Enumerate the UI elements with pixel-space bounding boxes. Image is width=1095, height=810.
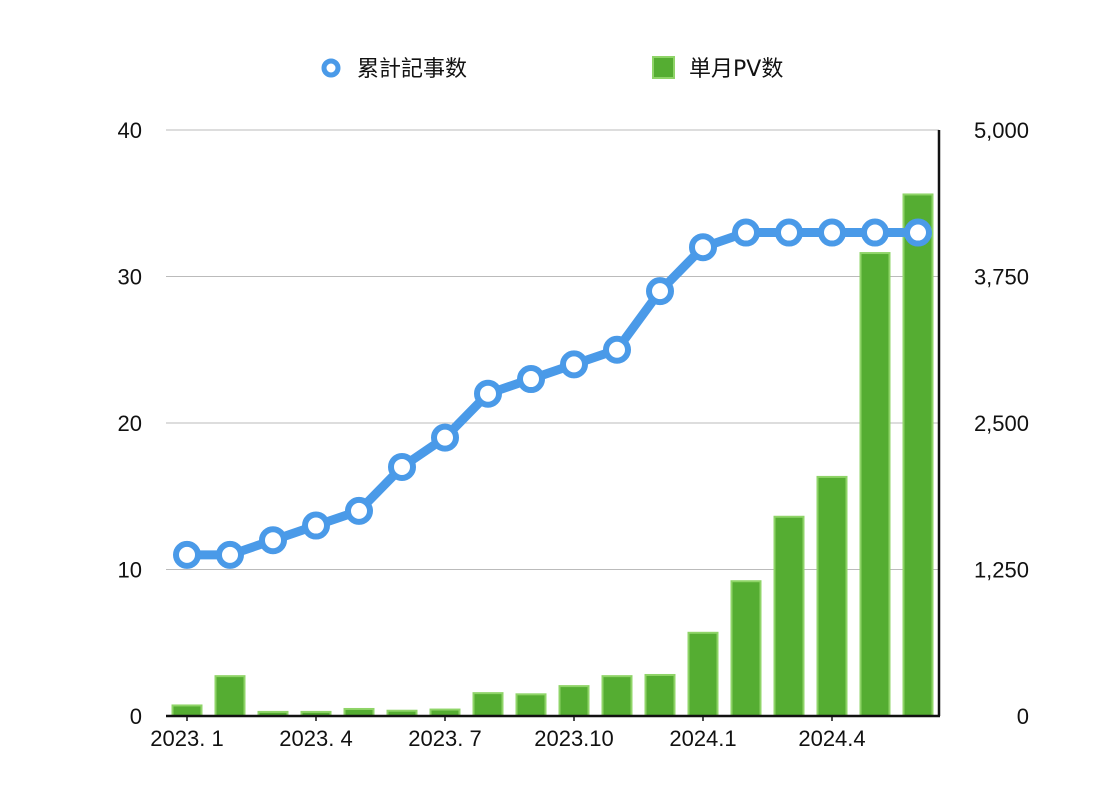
line-point-2023.5 bbox=[345, 496, 373, 525]
legend-bar-marker bbox=[652, 56, 675, 79]
bar-2024.5 bbox=[859, 252, 891, 717]
x-tick-label-6: 2023. 7 bbox=[408, 726, 481, 751]
x-tick-label-12: 2024.1 bbox=[669, 726, 736, 751]
line-point-2024.1 bbox=[689, 233, 717, 262]
y-right-tick-label-1250: 1,250 bbox=[974, 558, 1029, 583]
y-right-tick-label-3750: 3,750 bbox=[974, 265, 1029, 290]
x-tick-label-0: 2023. 1 bbox=[150, 726, 223, 751]
bar-2023.1 bbox=[171, 704, 203, 718]
line-point-2023.9 bbox=[517, 365, 545, 394]
legend-bar-label: 単月PV数 bbox=[689, 57, 783, 82]
line-point-2023.4 bbox=[302, 511, 330, 540]
bar-2024.1 bbox=[687, 631, 719, 718]
gridlines bbox=[166, 129, 939, 570]
line-series-cumulative-articles bbox=[173, 218, 932, 569]
x-tick-label-3: 2023. 4 bbox=[279, 726, 352, 751]
bar-2024.3 bbox=[773, 515, 805, 718]
y-left-tick-label-10: 10 bbox=[118, 558, 142, 583]
line-point-2023.1 bbox=[173, 540, 201, 569]
line-point-2023.11 bbox=[603, 335, 631, 364]
line-point-2023.8 bbox=[474, 379, 502, 408]
bar-2024.4 bbox=[816, 475, 848, 717]
series-line bbox=[182, 228, 923, 560]
line-point-2024.3 bbox=[775, 218, 803, 247]
legend: 累計記事数 単月PV数 bbox=[321, 56, 783, 82]
line-point-2023.3 bbox=[259, 526, 287, 555]
tick-labels: 0 10 20 30 40 0 1,250 2,500 3,750 5,000 2023. 1 202… bbox=[118, 118, 1029, 751]
bar-2023.10 bbox=[558, 685, 590, 718]
line-point-2023.10 bbox=[560, 350, 588, 379]
line-point-2023.2 bbox=[216, 540, 244, 569]
bar-2024.6 bbox=[902, 193, 934, 717]
y-left-tick-label-30: 30 bbox=[118, 265, 142, 290]
bar-2023.9 bbox=[515, 693, 547, 717]
line-point-2023.6 bbox=[388, 452, 416, 481]
bar-2023.11 bbox=[601, 675, 633, 717]
legend-item-bar: 単月PV数 bbox=[652, 56, 783, 82]
y-left-tick-label-0: 0 bbox=[130, 704, 142, 729]
bar-2023.8 bbox=[472, 692, 504, 717]
bar-series-monthly-pv bbox=[171, 193, 934, 718]
legend-line-marker bbox=[321, 58, 341, 78]
bar-2024.2 bbox=[730, 580, 762, 717]
line-point-2024.2 bbox=[732, 218, 760, 247]
line-point-2024.4 bbox=[818, 218, 846, 247]
x-tick-label-9: 2023.10 bbox=[534, 726, 614, 751]
line-point-2023.12 bbox=[646, 277, 674, 306]
y-right-tick-label-0: 0 bbox=[1017, 704, 1029, 729]
y-left-tick-label-20: 20 bbox=[118, 411, 142, 436]
bar-2023.2 bbox=[214, 675, 246, 717]
line-point-2024.6 bbox=[904, 218, 932, 247]
line-point-2024.5 bbox=[861, 218, 889, 247]
line-point-2023.7 bbox=[431, 423, 459, 452]
y-right-tick-label-5000: 5,000 bbox=[974, 118, 1029, 143]
x-tick-label-15: 2024.4 bbox=[798, 726, 865, 751]
y-right-tick-label-2500: 2,500 bbox=[974, 411, 1029, 436]
bar-2023.12 bbox=[644, 673, 676, 717]
legend-item-line: 累計記事数 bbox=[321, 57, 467, 82]
axes bbox=[166, 130, 941, 721]
legend-line-label: 累計記事数 bbox=[357, 57, 467, 82]
y-left-tick-label-40: 40 bbox=[118, 118, 142, 143]
